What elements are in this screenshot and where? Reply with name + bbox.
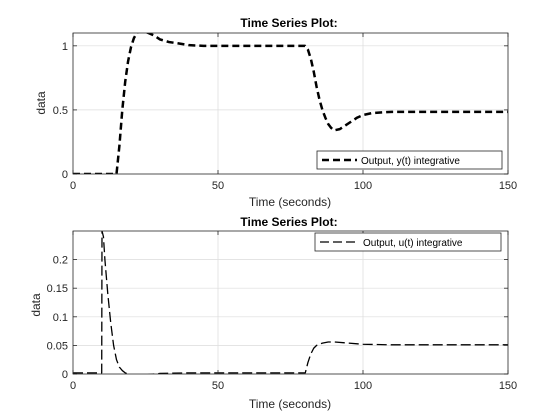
bottom-chart-ticks: 0 50 100 150 0 0.05 0.1 0.15 0.2 <box>47 231 517 392</box>
bottom-chart-ytick-label: 0.15 <box>47 283 68 295</box>
bottom-chart-xlabel: Time (seconds) <box>249 397 331 411</box>
top-chart-xtick-label: 100 <box>354 180 372 192</box>
top-chart-ticks: 0 50 100 150 0 0.5 1 <box>53 33 517 192</box>
bottom-chart: Time Series Plot: data Time (seconds) 0 5… <box>29 215 517 411</box>
top-chart-ylabel: data <box>34 91 48 115</box>
bottom-chart-title: Time Series Plot: <box>240 215 337 229</box>
top-chart-legend: Output, y(t) integrative <box>316 150 503 170</box>
top-chart-plot-area <box>73 33 508 174</box>
top-chart-title: Time Series Plot: <box>240 16 337 30</box>
bottom-chart-legend-label: Output, u(t) integrative <box>363 238 463 249</box>
bottom-chart-ytick-label: 0.1 <box>53 312 68 324</box>
bottom-chart-ytick-label: 0 <box>62 369 68 381</box>
top-chart-xtick-label: 0 <box>70 180 76 192</box>
bottom-chart-xtick-label: 50 <box>212 380 224 392</box>
bottom-chart-ytick-label: 0.2 <box>53 255 68 267</box>
bottom-chart-xtick-label: 0 <box>70 380 76 392</box>
top-chart-series-line <box>73 33 508 174</box>
bottom-chart-axes-frame <box>72 230 509 375</box>
bottom-chart-legend: Output, u(t) integrative <box>314 232 502 252</box>
top-chart-ytick-label: 0 <box>62 169 68 181</box>
bottom-chart-ytick-label: 0.05 <box>47 340 68 352</box>
top-chart: Time Series Plot: data Time (seconds) 0 5… <box>34 16 517 209</box>
bottom-chart-legend-box <box>314 232 502 252</box>
top-chart-xlabel: Time (seconds) <box>249 195 331 209</box>
bottom-chart-series-line <box>73 231 508 374</box>
bottom-chart-xtick-label: 150 <box>499 380 517 392</box>
top-chart-xtick-label: 50 <box>212 180 224 192</box>
top-chart-legend-label: Output, y(t) integrative <box>361 156 460 167</box>
bottom-chart-ylabel: data <box>29 293 43 317</box>
top-chart-ytick-label: 0.5 <box>53 105 68 117</box>
top-chart-legend-box <box>316 150 503 170</box>
top-chart-axes-frame <box>72 32 509 175</box>
top-chart-ytick-label: 1 <box>62 41 68 53</box>
bottom-chart-plot-area <box>73 231 508 374</box>
top-chart-xtick-label: 150 <box>499 180 517 192</box>
bottom-chart-xtick-label: 100 <box>354 380 372 392</box>
